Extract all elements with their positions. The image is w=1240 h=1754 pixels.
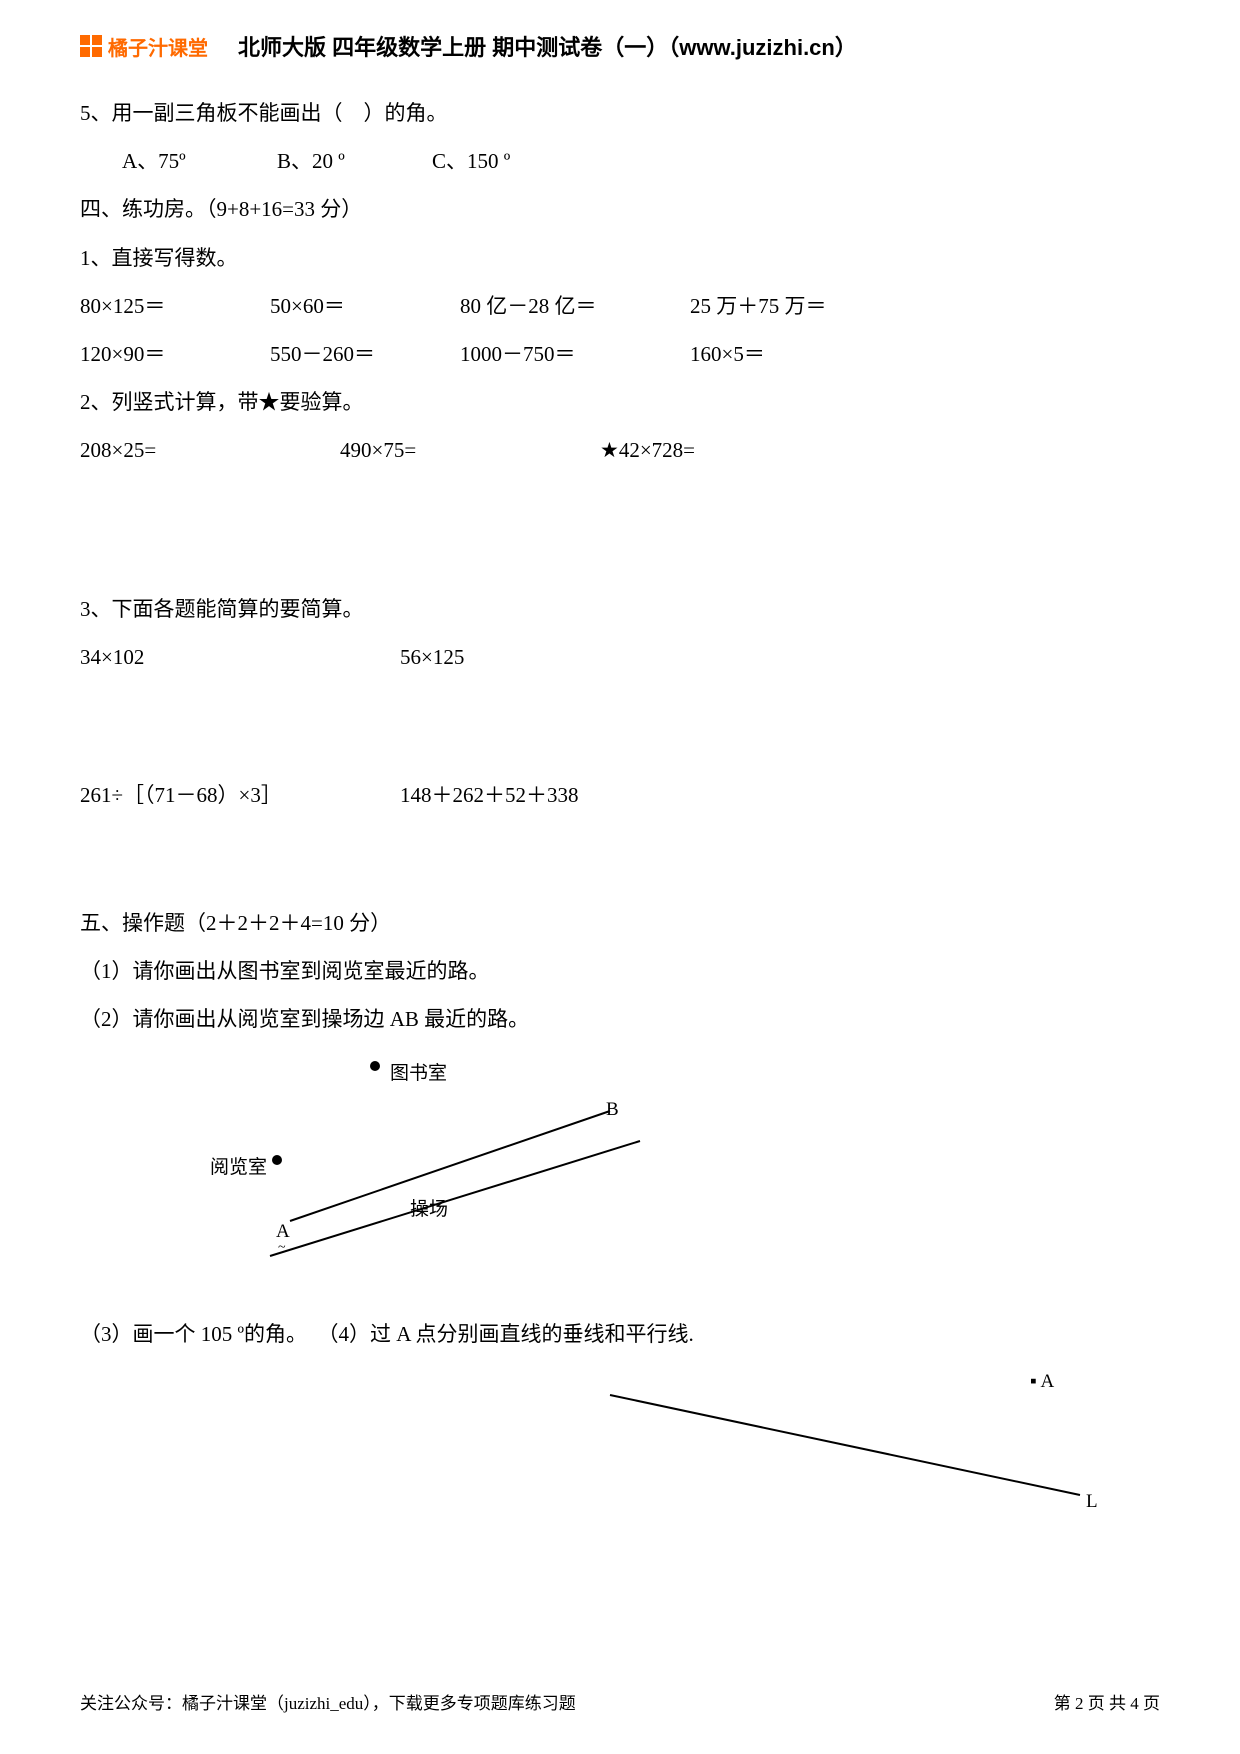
page-footer: 关注公众号：橘子汁课堂（juzizhi_edu），下载更多专项题库练习题 第 2… (80, 1689, 1160, 1714)
dot-library (370, 1061, 380, 1071)
section4-sub3: 3、下面各题能简算的要简算。 (80, 586, 1160, 632)
logo-text: 橘子汁课堂 (108, 32, 208, 61)
calc-r2c2: 550－260＝ (270, 331, 460, 377)
section5-p3p4: （3）画一个 105 º的角。 （4）过 A 点分别画直线的垂线和平行线. (80, 1311, 1160, 1357)
calc-r5c2: 148＋262＋52＋338 (400, 772, 720, 818)
calc-r1c1: 80×125＝ (80, 283, 270, 329)
line-l (610, 1395, 1080, 1495)
label-point-a: ▪ A (1030, 1361, 1054, 1403)
footer-left: 关注公众号：橘子汁课堂（juzizhi_edu），下载更多专项题库练习题 (80, 1689, 576, 1714)
footer-right: 第 2 页 共 4 页 (1054, 1689, 1160, 1714)
calc-r3c3: ★42×728= (600, 427, 860, 473)
label-reading: 阅览室 (210, 1147, 267, 1189)
label-line-l: L (1086, 1481, 1098, 1523)
calc-r1c2: 50×60＝ (270, 283, 460, 329)
header-title: 北师大版 四年级数学上册 期中测试卷（一）（www.juzizhi.cn） (238, 30, 857, 62)
section4-sub2: 2、列竖式计算，带★要验算。 (80, 379, 1160, 425)
playground-svg (210, 1051, 770, 1271)
q5-opt-a: A、75º (122, 138, 277, 184)
diagram-line-point: ▪ A L (600, 1365, 1120, 1515)
section4-title: 四、练功房。（9+8+16=33 分） (80, 186, 1160, 232)
calc-r2c3: 1000－750＝ (460, 331, 690, 377)
calc-r4c2: 56×125 (400, 634, 720, 680)
brand-logo: 橘子汁课堂 (80, 32, 208, 61)
section4-sub1: 1、直接写得数。 (80, 235, 1160, 281)
calc-r4c1: 34×102 (80, 634, 400, 680)
section5-p2: （2）请你画出从阅览室到操场边 AB 最近的路。 (80, 996, 1160, 1042)
calc-r3c2: 490×75= (340, 427, 600, 473)
section5-title: 五、操作题（2＋2＋2＋4=10 分） (80, 900, 1160, 946)
label-b: B (606, 1089, 619, 1131)
q5-opt-c: C、150 º (432, 138, 510, 184)
q5-stem: 5、用一副三角板不能画出（ ）的角。 (80, 90, 1160, 136)
calc-r3c1: 208×25= (80, 427, 340, 473)
calc-r1c3: 80 亿－28 亿＝ (460, 283, 690, 329)
dot-reading (272, 1155, 282, 1165)
logo-grid-icon (80, 35, 102, 57)
calc-r2c4: 160×5＝ (690, 331, 910, 377)
calc-r2c1: 120×90＝ (80, 331, 270, 377)
label-playground: 操场 (410, 1189, 448, 1231)
calc-r1c4: 25 万＋75 万＝ (690, 283, 910, 329)
section5-p1: （1）请你画出从图书室到阅览室最近的路。 (80, 948, 1160, 994)
calc-r5c1: 261÷［（71－68）×3］ (80, 772, 400, 818)
decor-tilde: ~ (278, 1233, 286, 1264)
page-header: 橘子汁课堂 北师大版 四年级数学上册 期中测试卷（一）（www.juzizhi.… (80, 30, 1160, 62)
label-library: 图书室 (390, 1053, 447, 1095)
q5-opt-b: B、20 º (277, 138, 432, 184)
diagram-playground: 图书室 阅览室 B A 操场 ~ (210, 1051, 770, 1271)
line-ab-bottom (270, 1141, 640, 1256)
